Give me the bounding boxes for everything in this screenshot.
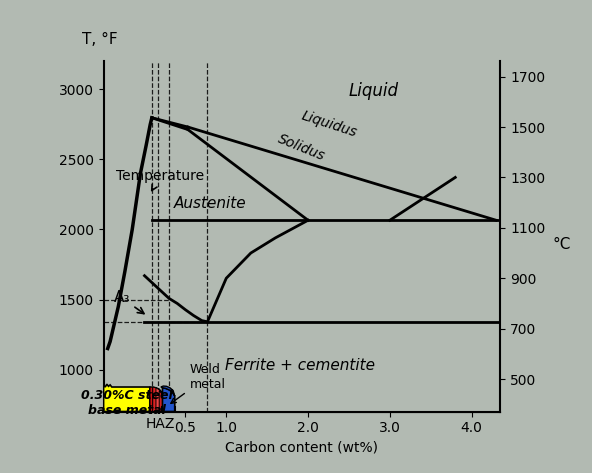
Y-axis label: °C: °C <box>553 236 571 252</box>
Polygon shape <box>162 388 175 412</box>
X-axis label: Carbon content (wt%): Carbon content (wt%) <box>226 441 378 455</box>
Text: Austenite: Austenite <box>173 196 246 211</box>
Text: Liquidus: Liquidus <box>300 109 359 140</box>
Text: 0.30%C steel
base metal: 0.30%C steel base metal <box>81 389 172 417</box>
Text: Liquid: Liquid <box>349 82 398 100</box>
Polygon shape <box>159 391 169 412</box>
Text: A₃: A₃ <box>114 290 144 314</box>
Text: Ferrite + cementite: Ferrite + cementite <box>225 358 375 373</box>
Text: Solidus: Solidus <box>275 132 327 164</box>
Polygon shape <box>161 386 175 396</box>
Polygon shape <box>104 384 150 412</box>
Text: Weld
metal: Weld metal <box>171 363 226 403</box>
Text: HAZ: HAZ <box>146 417 175 431</box>
Polygon shape <box>150 387 169 412</box>
Polygon shape <box>153 387 169 412</box>
Polygon shape <box>156 388 169 412</box>
Text: T, °F: T, °F <box>82 33 117 47</box>
Text: Temperature: Temperature <box>116 169 204 191</box>
